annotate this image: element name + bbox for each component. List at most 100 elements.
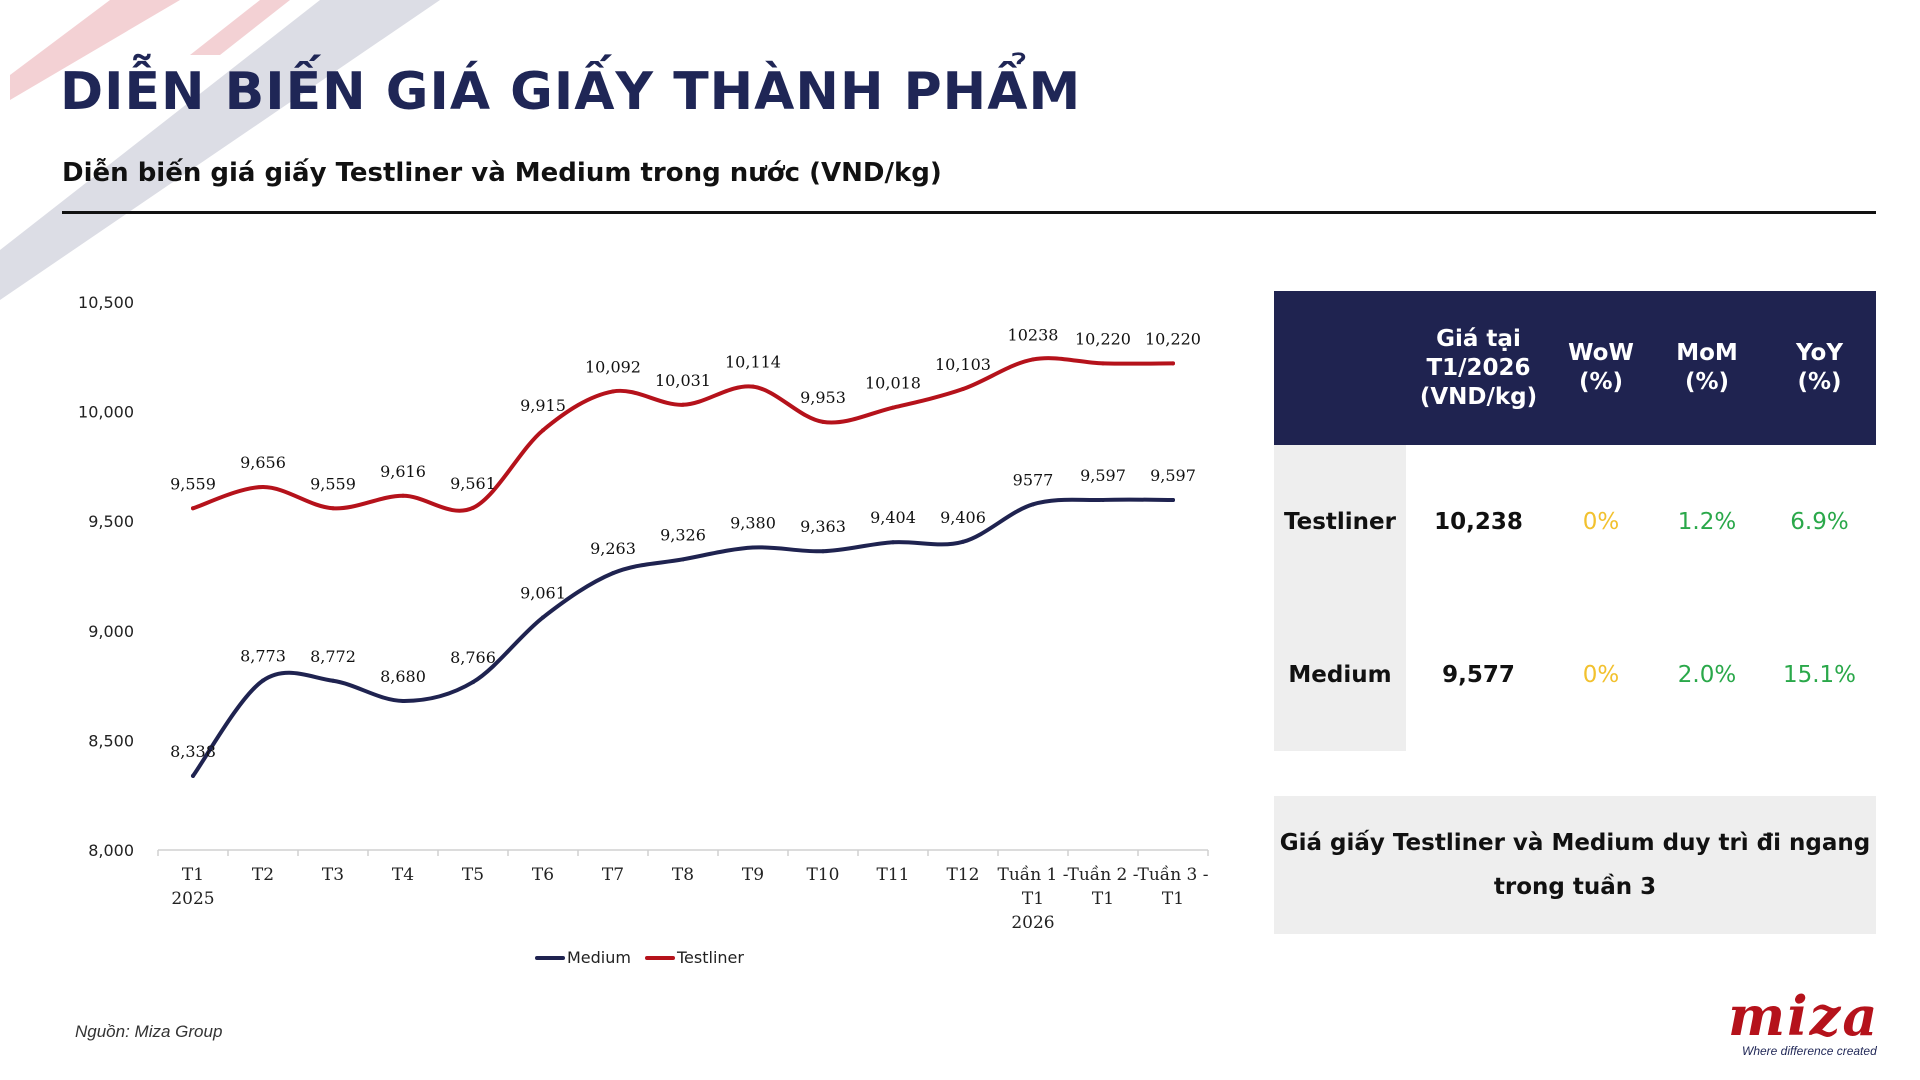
data-point-testliner — [401, 493, 405, 498]
legend-medium-label: Medium — [567, 948, 631, 967]
data-label-medium: 8,772 — [310, 647, 356, 666]
series-line-medium — [191, 497, 1175, 778]
data-point-medium — [1101, 497, 1105, 502]
y-tick-label: 10,000 — [78, 403, 134, 422]
row-label: Medium — [1274, 598, 1406, 751]
table-header: Giá tại T1/2026 (VND/kg) WoW (%) MoM (%)… — [1274, 291, 1876, 445]
data-point-testliner — [821, 419, 825, 424]
data-label-testliner: 10,103 — [935, 355, 991, 374]
data-label-testliner: 10,114 — [725, 353, 781, 372]
x-tick-label: Tuần 1 -T1 2026 — [997, 865, 1068, 933]
data-label-medium: 9,597 — [1080, 466, 1126, 485]
x-tick-label: T12 — [947, 865, 980, 885]
x-tick-label: Tuần 3 -T1 — [1137, 865, 1208, 909]
header-wow: WoW (%) — [1568, 340, 1634, 395]
data-label-medium: 9,380 — [730, 514, 776, 533]
data-point-testliner — [541, 428, 545, 433]
data-label-testliner: 9,616 — [380, 462, 426, 481]
x-tick-label: T5 — [462, 865, 484, 885]
data-point-medium — [1171, 497, 1175, 502]
data-point-medium — [541, 615, 545, 620]
mom-value: 2.0% — [1677, 661, 1737, 688]
data-point-testliner — [961, 387, 965, 392]
header-empty-cell — [1274, 291, 1406, 445]
y-tick-label: 10,500 — [78, 293, 134, 312]
y-tick-label: 8,000 — [88, 841, 134, 860]
data-label-medium: 9,597 — [1150, 466, 1196, 485]
data-point-testliner — [331, 506, 335, 511]
x-tick-label: T7 — [602, 865, 624, 885]
x-tick-label: T6 — [532, 865, 554, 885]
data-point-testliner — [1031, 357, 1035, 362]
data-point-medium — [961, 539, 965, 544]
data-point-medium — [261, 678, 265, 683]
data-label-testliner: 10,220 — [1145, 329, 1201, 348]
price-change-table: Giá tại T1/2026 (VND/kg) WoW (%) MoM (%)… — [1274, 291, 1876, 751]
data-point-testliner — [191, 506, 195, 511]
data-label-testliner: 9,656 — [240, 453, 286, 472]
wow-value: 0% — [1582, 661, 1620, 688]
data-point-medium — [331, 678, 335, 683]
table-row-testliner: Testliner 10,238 0% 1.2% 6.9% — [1274, 445, 1876, 598]
summary-note-text: Giá giấy Testliner và Medium duy trì đi … — [1279, 830, 1871, 900]
data-point-medium — [821, 549, 825, 554]
data-label-medium: 8,766 — [450, 648, 496, 667]
y-tick-label: 9,500 — [88, 512, 134, 531]
source-note: Nguồn: Miza Group — [75, 1022, 223, 1041]
data-point-medium — [1031, 502, 1035, 507]
data-label-testliner: 9,559 — [310, 474, 356, 493]
x-tick-label: T8 — [672, 865, 694, 885]
data-label-testliner: 10,092 — [585, 357, 641, 376]
logo-wordmark: miza — [1728, 984, 1880, 1048]
price-line-chart: 8,000 8,500 9,000 9,500 10,000 10,500 T1 2025 T2… — [78, 293, 1209, 933]
x-tick-label: T3 — [322, 865, 344, 885]
x-tick-label: T11 — [877, 865, 910, 885]
legend-testliner-swatch — [644, 955, 675, 960]
data-point-testliner — [751, 384, 755, 389]
data-label-medium: 9,363 — [800, 517, 846, 536]
data-point-medium — [611, 571, 615, 576]
data-label-testliner: 9,953 — [800, 388, 846, 407]
summary-note: Giá giấy Testliner và Medium duy trì đi … — [1274, 796, 1876, 934]
data-label-medium: 9,404 — [870, 508, 916, 527]
data-point-testliner — [891, 405, 895, 410]
data-label-testliner: 10,220 — [1075, 329, 1131, 348]
data-label-medium: 8,680 — [380, 667, 426, 686]
data-point-testliner — [261, 485, 265, 490]
chart-subtitle: Diễn biến giá giấy Testliner và Medium t… — [62, 158, 942, 188]
logo-tagline: Where difference created — [1742, 1044, 1877, 1058]
data-point-medium — [401, 698, 405, 703]
x-tick-label: T2 — [252, 865, 274, 885]
series-line-testliner — [191, 356, 1175, 513]
x-tick-label: T9 — [742, 865, 764, 885]
row-label: Testliner — [1274, 445, 1406, 598]
yoy-value: 6.9% — [1790, 508, 1849, 535]
data-label-medium: 8,338 — [170, 742, 216, 761]
y-tick-label: 9,000 — [88, 622, 134, 641]
y-tick-label: 8,500 — [88, 731, 134, 750]
data-point-medium — [471, 680, 475, 685]
data-point-testliner — [1171, 361, 1175, 366]
x-tick-label: T10 — [807, 865, 840, 885]
data-label-medium: 9577 — [1013, 470, 1054, 489]
header-price: Giá tại T1/2026 (VND/kg) — [1419, 325, 1538, 410]
data-label-medium: 9,406 — [940, 508, 986, 527]
data-label-medium: 8,773 — [240, 647, 286, 666]
data-point-medium — [891, 540, 895, 545]
divider — [62, 211, 1876, 214]
data-point-medium — [191, 773, 195, 778]
x-tick-label: Tuần 2 -T1 — [1067, 865, 1138, 909]
legend-testliner-label: Testliner — [676, 948, 744, 967]
data-point-testliner — [681, 402, 685, 407]
corner-decoration — [0, 0, 440, 300]
data-label-testliner: 10,018 — [865, 374, 921, 393]
data-label-testliner: 10,031 — [655, 371, 711, 390]
x-tick-label: T1 2025 — [171, 865, 214, 909]
data-label-medium: 9,263 — [590, 539, 636, 558]
chart-legend: Medium Testliner — [535, 948, 744, 967]
header-mom: MoM (%) — [1676, 340, 1738, 395]
data-point-medium — [751, 545, 755, 550]
legend-medium-swatch — [535, 955, 565, 960]
header-yoy: YoY (%) — [1796, 340, 1843, 395]
data-label-medium: 9,326 — [660, 525, 706, 544]
